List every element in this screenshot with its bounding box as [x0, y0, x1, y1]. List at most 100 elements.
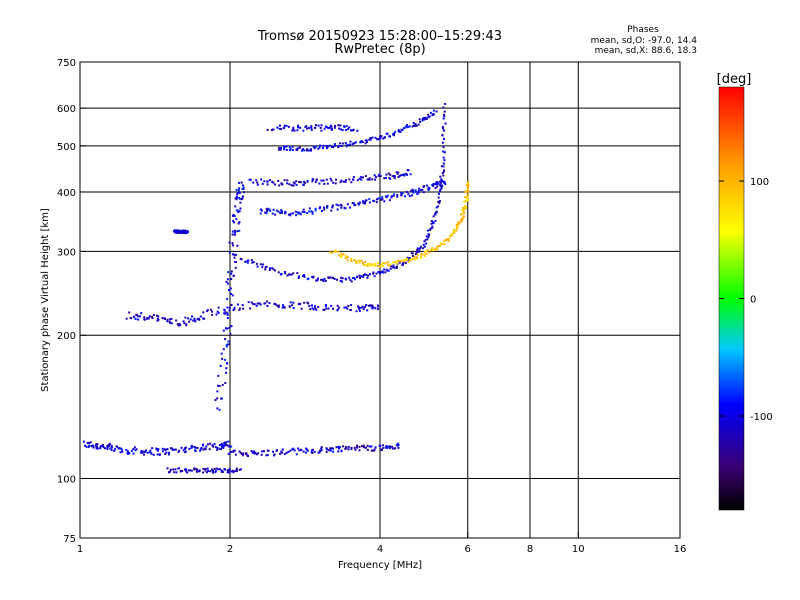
data-point	[352, 178, 355, 181]
data-point	[325, 178, 328, 181]
data-point	[346, 144, 349, 147]
data-point	[435, 246, 438, 249]
data-point	[465, 205, 468, 208]
data-point	[334, 250, 337, 253]
data-point	[146, 451, 149, 454]
data-point	[383, 136, 386, 139]
data-point	[466, 185, 469, 188]
data-point	[357, 259, 360, 262]
data-point	[307, 126, 310, 129]
data-point	[199, 448, 202, 451]
data-point	[280, 209, 283, 212]
data-point	[237, 222, 240, 225]
data-point	[442, 106, 445, 109]
data-point	[340, 204, 343, 207]
data-point	[422, 191, 425, 194]
data-point	[460, 220, 463, 223]
data-point	[424, 238, 427, 241]
data-point	[459, 213, 462, 216]
data-point	[393, 132, 396, 135]
data-point	[275, 303, 278, 306]
data-point	[311, 180, 314, 183]
data-point	[215, 313, 218, 316]
data-point	[322, 146, 325, 149]
data-point	[189, 318, 192, 321]
data-point	[326, 206, 329, 209]
data-point	[299, 213, 302, 216]
data-point	[267, 208, 270, 211]
data-point	[180, 446, 183, 449]
data-point	[441, 141, 444, 144]
data-point	[409, 258, 412, 261]
data-point	[461, 208, 464, 211]
data-point	[288, 145, 291, 148]
data-point	[347, 304, 350, 307]
data-point	[231, 233, 234, 236]
data-point	[430, 220, 433, 223]
data-point	[237, 189, 240, 192]
data-point	[190, 444, 193, 447]
data-point	[336, 278, 339, 281]
data-point	[310, 128, 313, 131]
data-point	[442, 146, 445, 149]
data-point	[389, 173, 392, 176]
data-point	[369, 262, 372, 265]
data-point	[96, 447, 99, 450]
data-point	[396, 195, 399, 198]
data-point	[168, 320, 171, 323]
data-point	[369, 304, 372, 307]
data-point	[384, 446, 387, 449]
data-point	[339, 128, 342, 131]
data-point	[446, 238, 449, 241]
data-point	[308, 305, 311, 308]
data-point	[441, 180, 444, 183]
data-point	[396, 444, 399, 447]
data-point	[311, 212, 314, 215]
data-point	[277, 304, 280, 307]
data-point	[397, 171, 400, 174]
data-point	[372, 306, 375, 309]
data-point	[227, 289, 230, 292]
data-point	[462, 207, 465, 210]
data-point	[403, 195, 406, 198]
data-point	[344, 142, 347, 145]
data-point	[298, 303, 301, 306]
data-point	[342, 180, 345, 183]
data-point	[184, 316, 187, 319]
data-point	[169, 470, 172, 473]
data-point	[355, 310, 358, 313]
data-point	[433, 113, 436, 116]
data-point	[464, 199, 467, 202]
data-point	[364, 175, 367, 178]
data-point	[345, 125, 348, 128]
data-point	[242, 187, 245, 190]
data-point	[242, 452, 245, 455]
data-point	[379, 135, 382, 138]
data-point	[233, 215, 236, 218]
data-point	[199, 449, 202, 452]
data-point	[366, 444, 369, 447]
data-point	[412, 255, 415, 258]
data-point	[417, 123, 420, 126]
data-point	[234, 266, 237, 269]
data-point	[166, 467, 169, 470]
data-point	[362, 307, 365, 310]
data-point	[388, 264, 391, 267]
data-point	[218, 408, 221, 411]
data-point	[156, 453, 159, 456]
data-point	[397, 176, 400, 179]
data-point	[125, 448, 128, 451]
data-point	[335, 446, 338, 449]
data-point	[414, 258, 417, 261]
data-point	[411, 125, 414, 128]
data-point	[425, 253, 428, 256]
data-point	[100, 444, 103, 447]
data-point	[464, 195, 467, 198]
data-point	[416, 250, 419, 253]
data-point	[360, 259, 363, 262]
data-point	[155, 447, 158, 450]
data-point	[217, 311, 220, 314]
data-point	[289, 214, 292, 217]
data-point	[241, 188, 244, 191]
data-point	[230, 445, 233, 448]
